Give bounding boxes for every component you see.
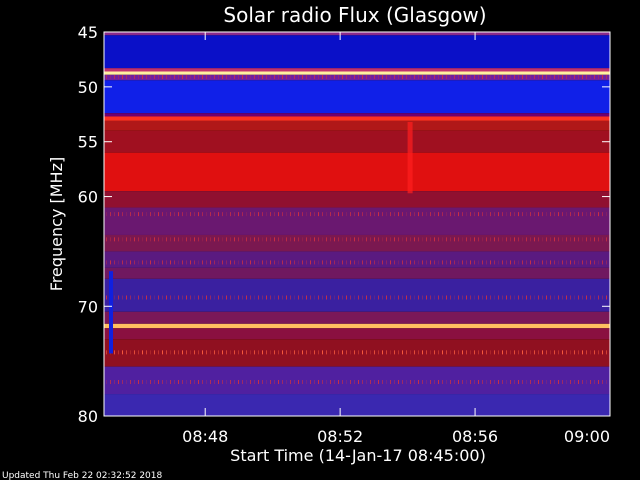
x-tick-label: 08:52 — [317, 427, 363, 446]
frequency-band-17 — [104, 311, 610, 324]
spectrogram-texture — [106, 74, 607, 384]
frequency-band-8 — [104, 120, 610, 131]
frequency-band-7 — [104, 116, 610, 121]
y-tick-label: 70 — [78, 297, 98, 316]
y-tick-label: 55 — [78, 133, 98, 152]
burst-feature — [109, 271, 113, 354]
frequency-band-13 — [104, 234, 610, 252]
frequency-band-6 — [104, 113, 610, 117]
frequency-band-4 — [104, 74, 610, 81]
x-axis: 08:48 08:52 08:56 09:00 — [182, 32, 611, 446]
frequency-band-9 — [104, 130, 610, 153]
frequency-band-19 — [104, 328, 610, 340]
y-tick-label: 80 — [78, 407, 98, 426]
x-tick-label: 09:00 — [564, 427, 610, 446]
frequency-band-15 — [104, 267, 610, 279]
y-axis-label: Frequency [MHz] — [47, 157, 66, 291]
frequency-band-10 — [104, 152, 610, 192]
frequency-band-22 — [104, 394, 610, 416]
x-tick-label: 08:48 — [182, 427, 228, 446]
updated-timestamp: Updated Thu Feb 22 02:32:52 2018 — [2, 471, 163, 480]
frequency-band-1 — [104, 35, 610, 69]
x-axis-label: Start Time (14-Jan-17 08:45:00) — [230, 446, 486, 465]
y-axis: 45 50 55 60 70 80 — [78, 23, 610, 426]
frequency-band-14 — [104, 251, 610, 268]
y-tick-label: 45 — [78, 23, 98, 42]
frequency-band-11 — [104, 191, 610, 208]
frequency-band-3 — [104, 71, 610, 75]
plot-area — [104, 32, 610, 416]
y-tick-label: 60 — [78, 188, 98, 207]
chart-title: Solar radio Flux (Glasgow) — [223, 3, 486, 27]
frequency-band-16 — [104, 278, 610, 312]
frequency-band-21 — [104, 366, 610, 395]
frequency-band-5 — [104, 80, 610, 114]
plot-frame — [103, 31, 611, 417]
y-tick-label: 50 — [78, 78, 98, 97]
frequency-band-20 — [104, 339, 610, 367]
interference-streak — [407, 121, 413, 194]
frequency-band-0 — [104, 32, 610, 36]
frequency-band-12 — [104, 207, 610, 235]
frequency-band-18 — [104, 323, 610, 329]
frequency-band-2 — [104, 68, 610, 72]
x-tick-label: 08:56 — [452, 427, 498, 446]
